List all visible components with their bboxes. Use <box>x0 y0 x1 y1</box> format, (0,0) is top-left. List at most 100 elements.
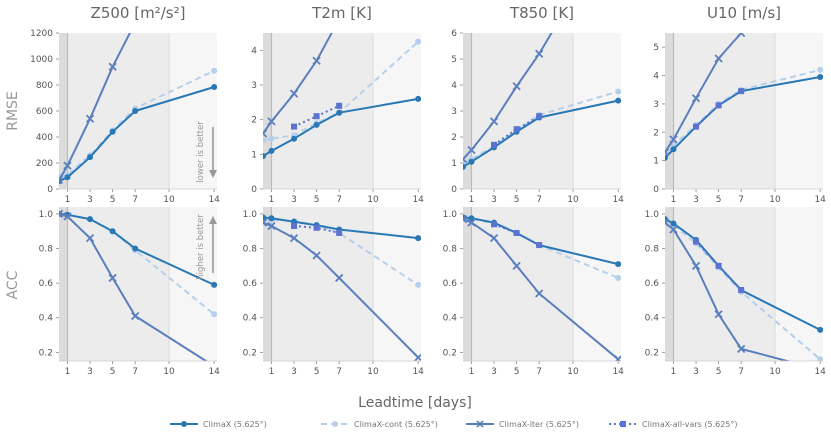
point-allvars <box>491 221 498 228</box>
legend-label-allvars: ClimaX-all-vars (5.625°) <box>642 420 738 429</box>
point-iter <box>131 311 140 321</box>
band-medium-range <box>271 207 374 361</box>
x-tick-label: 1 <box>65 367 71 377</box>
point-climax <box>615 97 621 104</box>
x-tick-label: 10 <box>367 367 379 377</box>
legend-label-cont: ClimaX-cont (5.625°) <box>354 420 438 429</box>
point-iter <box>108 62 117 71</box>
legend-item-cont[interactable]: ClimaX-cont (5.625°) <box>321 420 438 429</box>
point-climax <box>263 214 266 221</box>
point-cont <box>415 38 421 45</box>
point-climax <box>817 73 823 80</box>
point-iter <box>59 175 64 185</box>
x-tick-label: 10 <box>769 367 781 377</box>
annotation-acc: higher is better <box>196 214 206 280</box>
point-cont <box>263 137 266 144</box>
point-iter <box>267 117 276 126</box>
x-tick-label: 3 <box>87 195 93 205</box>
band-short-range <box>59 207 68 361</box>
point-climax <box>132 245 139 252</box>
band-short-range <box>263 33 272 189</box>
legend-item-climax[interactable]: ClimaX (5.625°) <box>170 420 267 429</box>
point-climax <box>211 83 217 90</box>
x-tick-label: 7 <box>132 195 138 205</box>
point-iter <box>669 225 678 234</box>
y-tick-label: 0 <box>47 185 53 195</box>
point-iter <box>335 273 344 283</box>
band-short-range <box>59 33 68 189</box>
x-tick-label: 1 <box>671 367 677 377</box>
series-group <box>59 33 217 185</box>
legend-item-allvars[interactable]: ClimaX-all-vars (5.625°) <box>609 420 738 429</box>
point-climax <box>64 174 71 181</box>
point-cont <box>268 135 275 142</box>
x-tick-label: 5 <box>110 367 116 377</box>
point-allvars <box>336 229 343 236</box>
band-medium-range <box>271 33 374 189</box>
x-tick-label: 14 <box>612 195 624 205</box>
point-climax <box>268 147 275 154</box>
panel-title: U10 [m/s] <box>707 4 781 22</box>
x-tick-label: 1 <box>671 195 677 205</box>
point-climax <box>211 281 217 288</box>
x-tick-label: 10 <box>567 367 579 377</box>
point-allvars <box>536 242 543 249</box>
point-climax <box>415 235 421 242</box>
x-tick-label: 7 <box>738 367 744 377</box>
series-line-allvars <box>695 240 742 291</box>
point-iter <box>289 89 299 98</box>
point-iter <box>85 114 95 123</box>
x-tick-label: 1 <box>269 195 275 205</box>
acc-row-label: ACC <box>5 270 21 299</box>
x-tick-label: 10 <box>367 195 379 205</box>
band-long-range <box>573 33 621 189</box>
x-tick-label: 10 <box>769 195 781 205</box>
point-iter <box>108 273 117 283</box>
series-group <box>263 214 421 361</box>
y-tick-label: 1 <box>653 157 659 167</box>
point-iter <box>467 218 476 227</box>
point-iter <box>553 22 560 29</box>
series-line-cont <box>59 69 215 177</box>
point-cont <box>615 274 621 281</box>
point-allvars <box>513 229 520 236</box>
legend-item-iter[interactable]: ClimaX-iter (5.625°) <box>466 420 579 429</box>
y-tick-label: 0.4 <box>39 314 54 324</box>
series-line-allvars <box>493 223 540 246</box>
y-tick-label: 0.6 <box>39 279 54 289</box>
x-tick-label: 14 <box>208 367 220 377</box>
panel-title: Z500 [m²/s²] <box>91 4 186 22</box>
band-short-range <box>463 33 472 189</box>
annotation-arrowhead-up <box>209 216 217 224</box>
x-tick-label: 3 <box>87 367 93 377</box>
point-iter <box>63 212 72 221</box>
y-tick-label: 0.4 <box>243 314 258 324</box>
band-short-range <box>665 33 674 189</box>
y-tick-label: 5 <box>653 43 659 53</box>
point-allvars <box>693 238 700 245</box>
point-iter <box>535 289 544 298</box>
point-iter <box>737 344 746 354</box>
x-tick-label: 10 <box>163 367 175 377</box>
y-tick-label: 4 <box>653 72 659 82</box>
point-iter <box>312 56 321 65</box>
y-tick-label: 400 <box>36 133 53 143</box>
point-allvars <box>536 113 543 120</box>
panel-0: 0 200 400 600 800 1000 1200 1 3 5 7 10 14 Z500 [m²/s²… <box>30 4 220 205</box>
x-tick-label: 3 <box>491 195 497 205</box>
point-cont <box>817 356 823 361</box>
x-tick-label: 7 <box>536 195 542 205</box>
point-iter <box>614 355 621 361</box>
point-climax <box>87 154 94 161</box>
point-iter <box>63 161 72 170</box>
point-iter <box>312 251 321 260</box>
band-medium-range <box>471 207 574 361</box>
y-tick-label: 1 <box>451 159 457 169</box>
band-long-range <box>169 207 217 361</box>
x-tick-label: 1 <box>469 367 475 377</box>
series-group <box>463 22 621 170</box>
series-group <box>59 209 217 361</box>
point-climax <box>817 326 823 333</box>
y-tick-label: 2 <box>251 116 257 126</box>
